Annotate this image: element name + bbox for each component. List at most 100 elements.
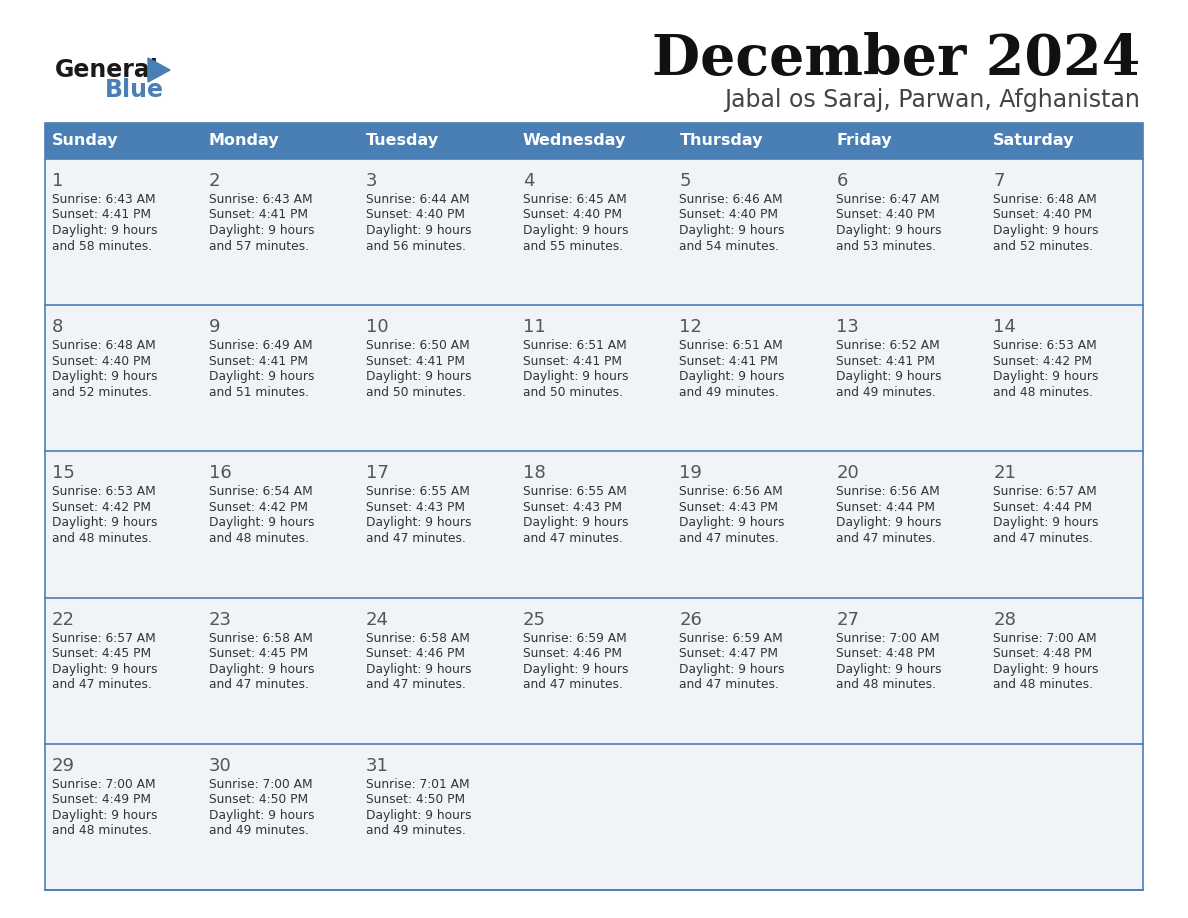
Text: 18: 18 [523,465,545,482]
Text: and 47 minutes.: and 47 minutes. [836,532,936,545]
Bar [45,123,1143,890]
Text: and 51 minutes.: and 51 minutes. [209,386,309,398]
Text: Daylight: 9 hours: Daylight: 9 hours [52,809,158,822]
Text: Sunset: 4:45 PM: Sunset: 4:45 PM [209,647,308,660]
Text: Sunset: 4:47 PM: Sunset: 4:47 PM [680,647,778,660]
Text: 28: 28 [993,610,1016,629]
Text: Sunset: 4:41 PM: Sunset: 4:41 PM [209,354,308,368]
Text: and 47 minutes.: and 47 minutes. [523,678,623,691]
Text: Sunset: 4:49 PM: Sunset: 4:49 PM [52,793,151,806]
Text: Sunrise: 7:00 AM: Sunrise: 7:00 AM [209,778,312,790]
Text: 27: 27 [836,610,859,629]
Text: 7: 7 [993,172,1005,190]
Text: Jabal os Saraj, Parwan, Afghanistan: Jabal os Saraj, Parwan, Afghanistan [725,88,1140,112]
Text: 14: 14 [993,319,1016,336]
Text: General: General [55,58,159,82]
Text: Sunrise: 7:00 AM: Sunrise: 7:00 AM [836,632,940,644]
Text: and 52 minutes.: and 52 minutes. [993,240,1093,252]
Text: 26: 26 [680,610,702,629]
Text: Sunrise: 7:01 AM: Sunrise: 7:01 AM [366,778,469,790]
Text: Sunrise: 6:55 AM: Sunrise: 6:55 AM [523,486,626,498]
Text: Sunset: 4:50 PM: Sunset: 4:50 PM [366,793,465,806]
Text: and 47 minutes.: and 47 minutes. [680,532,779,545]
Text: Daylight: 9 hours: Daylight: 9 hours [836,517,942,530]
Text: 5: 5 [680,172,691,190]
Text: Daylight: 9 hours: Daylight: 9 hours [209,517,315,530]
Text: Wednesday: Wednesday [523,133,626,149]
Text: and 56 minutes.: and 56 minutes. [366,240,466,252]
Text: 3: 3 [366,172,378,190]
Text: Daylight: 9 hours: Daylight: 9 hours [366,224,472,237]
Text: Sunset: 4:46 PM: Sunset: 4:46 PM [366,647,465,660]
Text: Sunrise: 6:53 AM: Sunrise: 6:53 AM [52,486,156,498]
Text: Daylight: 9 hours: Daylight: 9 hours [366,517,472,530]
Text: Sunrise: 6:45 AM: Sunrise: 6:45 AM [523,193,626,206]
Text: Sunset: 4:41 PM: Sunset: 4:41 PM [523,354,621,368]
Text: Sunset: 4:42 PM: Sunset: 4:42 PM [209,501,308,514]
Text: Daylight: 9 hours: Daylight: 9 hours [523,663,628,676]
Text: Blue: Blue [105,78,164,102]
Text: Sunrise: 6:51 AM: Sunrise: 6:51 AM [523,339,626,353]
Text: and 49 minutes.: and 49 minutes. [680,386,779,398]
Text: 4: 4 [523,172,535,190]
Text: Sunset: 4:43 PM: Sunset: 4:43 PM [680,501,778,514]
Text: and 58 minutes.: and 58 minutes. [52,240,152,252]
Text: Sunrise: 6:57 AM: Sunrise: 6:57 AM [993,486,1097,498]
Text: Daylight: 9 hours: Daylight: 9 hours [993,517,1099,530]
Text: and 49 minutes.: and 49 minutes. [836,386,936,398]
Text: Sunrise: 6:48 AM: Sunrise: 6:48 AM [52,339,156,353]
Text: Sunrise: 7:00 AM: Sunrise: 7:00 AM [993,632,1097,644]
Text: 13: 13 [836,319,859,336]
Text: Daylight: 9 hours: Daylight: 9 hours [209,224,315,237]
Text: and 48 minutes.: and 48 minutes. [993,386,1093,398]
Text: Sunrise: 6:44 AM: Sunrise: 6:44 AM [366,193,469,206]
Text: 23: 23 [209,610,232,629]
Text: and 54 minutes.: and 54 minutes. [680,240,779,252]
Text: Sunrise: 6:46 AM: Sunrise: 6:46 AM [680,193,783,206]
Text: 20: 20 [836,465,859,482]
Text: Daylight: 9 hours: Daylight: 9 hours [209,663,315,676]
Text: Sunrise: 6:53 AM: Sunrise: 6:53 AM [993,339,1097,353]
Text: Daylight: 9 hours: Daylight: 9 hours [52,663,158,676]
Text: 15: 15 [52,465,75,482]
Text: Sunset: 4:40 PM: Sunset: 4:40 PM [366,208,465,221]
Text: Daylight: 9 hours: Daylight: 9 hours [366,809,472,822]
Text: 24: 24 [366,610,388,629]
Text: 12: 12 [680,319,702,336]
Text: 2: 2 [209,172,220,190]
Text: Sunrise: 6:54 AM: Sunrise: 6:54 AM [209,486,312,498]
Text: and 57 minutes.: and 57 minutes. [209,240,309,252]
Polygon shape [148,58,170,82]
Text: and 48 minutes.: and 48 minutes. [52,532,152,545]
Text: Sunset: 4:40 PM: Sunset: 4:40 PM [836,208,935,221]
Text: Sunset: 4:41 PM: Sunset: 4:41 PM [209,208,308,221]
Text: and 47 minutes.: and 47 minutes. [52,678,152,691]
Text: Daylight: 9 hours: Daylight: 9 hours [993,663,1099,676]
Text: Daylight: 9 hours: Daylight: 9 hours [52,370,158,383]
Text: Daylight: 9 hours: Daylight: 9 hours [209,809,315,822]
Text: and 50 minutes.: and 50 minutes. [366,386,466,398]
Text: Daylight: 9 hours: Daylight: 9 hours [836,370,942,383]
Text: 19: 19 [680,465,702,482]
Text: Monday: Monday [209,133,279,149]
Text: Sunrise: 6:50 AM: Sunrise: 6:50 AM [366,339,469,353]
Text: and 48 minutes.: and 48 minutes. [209,532,309,545]
Bar [45,123,1143,890]
Text: Sunset: 4:41 PM: Sunset: 4:41 PM [680,354,778,368]
Text: Sunset: 4:44 PM: Sunset: 4:44 PM [993,501,1092,514]
Text: Sunset: 4:40 PM: Sunset: 4:40 PM [523,208,621,221]
Text: Daylight: 9 hours: Daylight: 9 hours [366,370,472,383]
Text: 10: 10 [366,319,388,336]
Text: Daylight: 9 hours: Daylight: 9 hours [52,224,158,237]
Text: Sunset: 4:45 PM: Sunset: 4:45 PM [52,647,151,660]
Text: Sunrise: 6:43 AM: Sunrise: 6:43 AM [52,193,156,206]
Text: Sunday: Sunday [52,133,119,149]
Text: Sunset: 4:40 PM: Sunset: 4:40 PM [680,208,778,221]
Text: Sunrise: 6:59 AM: Sunrise: 6:59 AM [523,632,626,644]
Text: Sunrise: 6:43 AM: Sunrise: 6:43 AM [209,193,312,206]
Text: Sunset: 4:40 PM: Sunset: 4:40 PM [52,354,151,368]
Text: Sunrise: 7:00 AM: Sunrise: 7:00 AM [52,778,156,790]
Text: Sunrise: 6:55 AM: Sunrise: 6:55 AM [366,486,469,498]
Text: 9: 9 [209,319,220,336]
Text: and 49 minutes.: and 49 minutes. [209,824,309,837]
